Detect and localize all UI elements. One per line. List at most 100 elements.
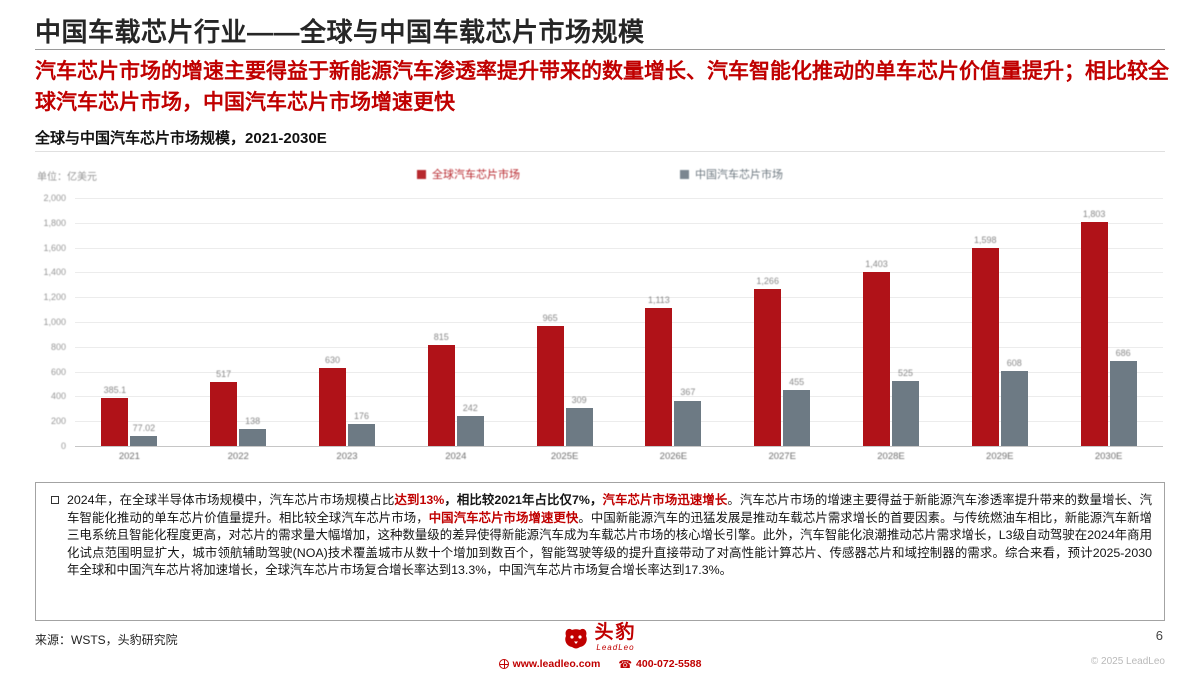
bar-chart: 单位：亿美元 全球汽车芯片市场 中国汽车芯片市场 0 200 400 600 800 1,… bbox=[35, 158, 1165, 470]
bar-value-label: 309 bbox=[571, 394, 587, 405]
y-tick-label: 600 bbox=[50, 366, 66, 377]
gridline bbox=[75, 272, 1163, 274]
contact-row: www.leadleo.com ☎ 400-072-5588 bbox=[0, 658, 1200, 671]
leopard-logo-icon bbox=[565, 628, 588, 648]
bar-china bbox=[565, 407, 593, 446]
bar-value-label: 1,266 bbox=[756, 276, 779, 287]
y-tick-label: 2,000 bbox=[43, 193, 66, 203]
y-tick-label: 400 bbox=[50, 391, 66, 402]
bar-value-label: 367 bbox=[680, 387, 696, 398]
brand-subtitle: LeadLeo bbox=[596, 643, 635, 652]
bar-value-label: 176 bbox=[353, 411, 370, 422]
y-tick-label: 1,000 bbox=[43, 317, 66, 327]
x-tick-label: 2026E bbox=[659, 451, 688, 462]
phone-icon: ☎ bbox=[618, 658, 633, 671]
legend-label-global: 全球汽车芯片市场 bbox=[432, 169, 520, 181]
source-note: 来源：WSTS，头豹研究院 bbox=[35, 633, 178, 647]
gridline bbox=[75, 247, 1163, 249]
bar-china bbox=[456, 416, 484, 446]
y-tick-label: 1,600 bbox=[43, 242, 66, 253]
bar-global bbox=[863, 272, 890, 446]
x-tick-label: 2028E bbox=[877, 451, 905, 462]
summary-box: 2024年，在全球半导体市场规模中，汽车芯片市场规模占比达到13%，相比较202… bbox=[35, 482, 1165, 621]
brand-logo-block: 头豹 LeadLeo www.leadleo.com ☎ 400-072-558… bbox=[0, 623, 1200, 671]
gridline bbox=[75, 421, 1163, 423]
legend-item-china: 中国汽车芯片市场 bbox=[680, 166, 783, 182]
page-title: 中国车载芯片行业——全球与中国车载芯片市场规模 bbox=[35, 17, 645, 47]
bar-global bbox=[1080, 222, 1108, 446]
x-tick-label: 2023 bbox=[336, 451, 358, 462]
page-subtitle: 汽车芯片市场的增速主要得益于新能源汽车渗透率提升带来的数量增长、汽车智能化推动的… bbox=[35, 60, 1169, 114]
y-tick-label: 800 bbox=[50, 341, 66, 352]
y-tick-label: 200 bbox=[50, 416, 66, 427]
summary-segment: 中国汽车芯片市场增速更快 bbox=[428, 510, 579, 525]
bar-value-label: 686 bbox=[1115, 347, 1131, 358]
summary-segment: 2024年，在全球半导体市场规模中，汽车芯片市场规模占比 bbox=[67, 493, 395, 507]
bar-value-label: 455 bbox=[789, 376, 805, 387]
summary-paragraph: 2024年，在全球半导体市场规模中，汽车芯片市场规模占比达到13%，相比较202… bbox=[50, 492, 1152, 580]
bar-global bbox=[101, 398, 129, 446]
bar-china bbox=[1000, 370, 1028, 446]
bar-china bbox=[892, 380, 919, 446]
globe-icon bbox=[498, 659, 509, 669]
bar-china bbox=[239, 428, 267, 446]
y-tick-label: 1,200 bbox=[43, 292, 66, 303]
chart-legend: 全球汽车芯片市场 中国汽车芯片市场 bbox=[35, 166, 1165, 182]
gridline bbox=[75, 297, 1163, 299]
gridline bbox=[75, 198, 1163, 199]
gridline bbox=[75, 396, 1163, 398]
bar-value-label: 242 bbox=[462, 402, 478, 413]
page-number: 6 bbox=[1155, 628, 1163, 643]
summary-segment: 。中国新能源汽车的迅猛发展是推动车载芯片需求增长的首要因素。与传统燃油车相比，新… bbox=[67, 510, 1153, 578]
x-tick-label: 2024 bbox=[445, 451, 467, 462]
summary-segment: 汽车芯片市场迅速增长 bbox=[602, 493, 728, 507]
chart-header-divider bbox=[35, 151, 1165, 152]
x-tick-label: 2030E bbox=[1094, 451, 1123, 462]
x-tick-label: 2025E bbox=[550, 451, 579, 462]
gridline bbox=[75, 446, 1163, 447]
bar-global bbox=[210, 381, 238, 446]
bar-value-label: 385.1 bbox=[103, 385, 127, 396]
y-tick-label: 0 bbox=[60, 441, 66, 451]
gridline bbox=[75, 346, 1163, 348]
x-tick-label: 2029E bbox=[986, 451, 1014, 462]
bar-global bbox=[319, 367, 346, 446]
bar-value-label: 815 bbox=[433, 331, 449, 342]
bar-china bbox=[783, 389, 811, 446]
axis-unit-label: 单位：亿美元 bbox=[37, 172, 97, 183]
legend-label-china: 中国汽车芯片市场 bbox=[695, 169, 783, 181]
brand-row: 头豹 LeadLeo bbox=[563, 623, 636, 652]
x-tick-label: 2022 bbox=[227, 451, 249, 462]
brand-name: 头豹 bbox=[594, 622, 637, 643]
bar-value-label: 1,113 bbox=[647, 294, 670, 305]
plot-area: 385.1 77.02 2021 517 138 2022 630 176 2023 815 242… bbox=[75, 198, 1163, 462]
bar-global bbox=[427, 344, 455, 446]
bar-global bbox=[754, 289, 782, 446]
y-tick-label: 1,400 bbox=[43, 267, 66, 278]
bar-value-label: 525 bbox=[897, 367, 914, 378]
summary-segment: 。汽车芯片市场的增速主要得益于新能源汽车渗透率提升带来的数量增长、汽车智能化推动… bbox=[67, 493, 1152, 525]
website-text: www.leadleo.com bbox=[512, 658, 601, 670]
copyright: © 2025 LeadLeo bbox=[1090, 656, 1165, 667]
bar-value-label: 1,403 bbox=[865, 259, 888, 270]
bar-global bbox=[536, 326, 564, 446]
bar-china bbox=[348, 424, 375, 446]
bar-value-label: 1,803 bbox=[1082, 209, 1106, 220]
bar-china bbox=[130, 436, 158, 446]
summary-segment: 达到13% bbox=[394, 493, 445, 507]
x-tick-label: 2021 bbox=[118, 451, 140, 462]
phone-number: 400-072-5588 bbox=[636, 658, 702, 670]
gridline bbox=[75, 371, 1163, 373]
legend-marker-global-icon bbox=[417, 169, 426, 179]
chart-title: 全球与中国汽车芯片市场规模，2021-2030E bbox=[35, 130, 327, 147]
bar-china bbox=[674, 400, 702, 446]
legend-item-global: 全球汽车芯片市场 bbox=[417, 166, 520, 182]
square-bullet-icon bbox=[51, 496, 59, 504]
gridline bbox=[75, 222, 1163, 224]
bar-value-label: 138 bbox=[245, 415, 261, 426]
gridline bbox=[75, 322, 1163, 323]
bar-global bbox=[971, 247, 999, 446]
bar-value-label: 608 bbox=[1006, 357, 1022, 368]
legend-marker-china-icon bbox=[680, 169, 689, 179]
